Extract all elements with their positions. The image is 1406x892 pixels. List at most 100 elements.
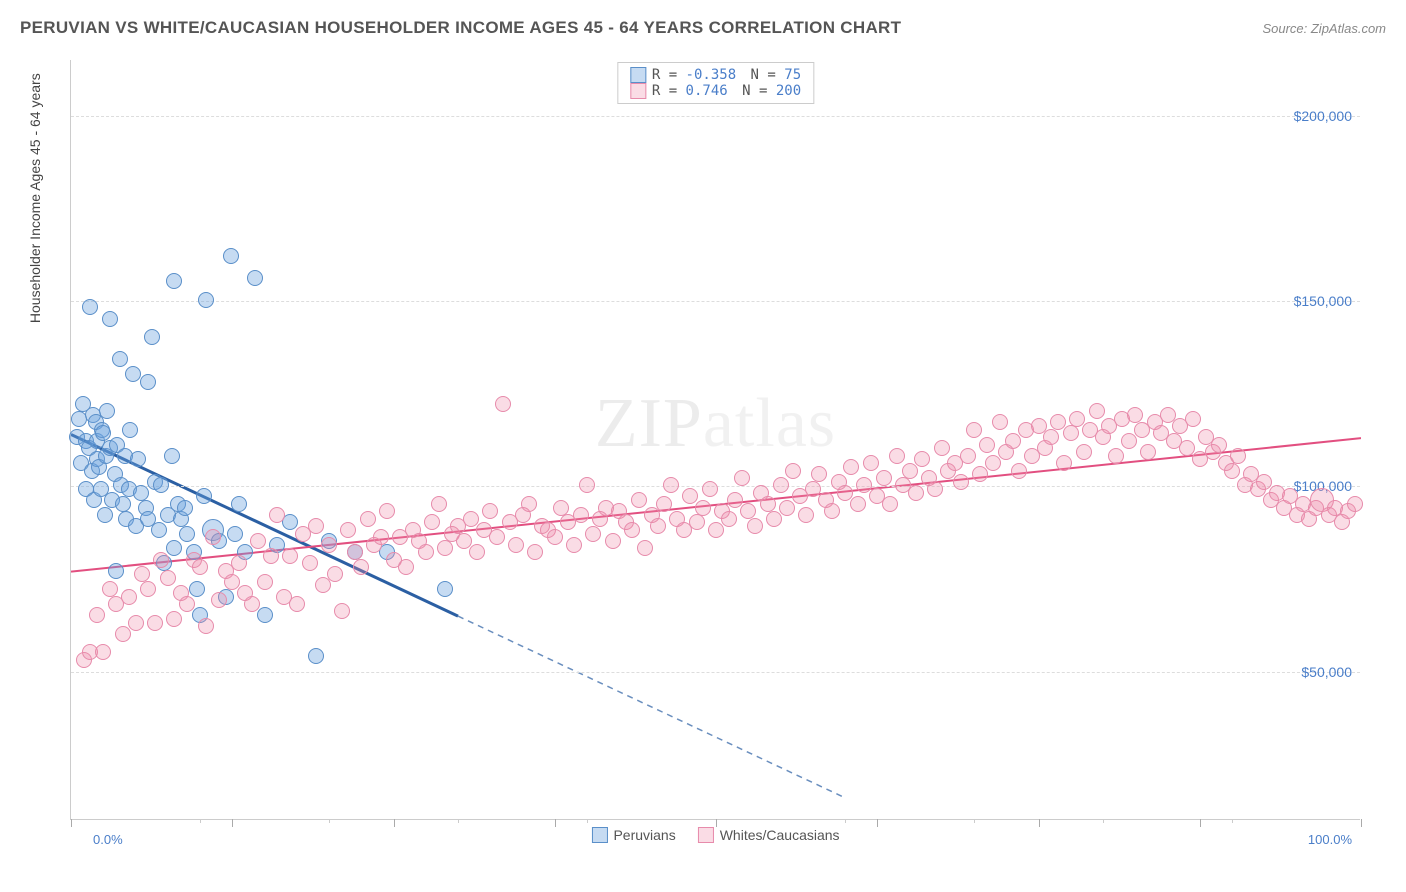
data-point-peruvians [227, 526, 243, 542]
x-tick [71, 819, 72, 827]
x-tick [1361, 819, 1362, 827]
data-point-whites [972, 466, 988, 482]
legend-correlation-row: R = 0.746 N = 200 [630, 83, 801, 99]
data-point-whites [1211, 437, 1227, 453]
x-tick [1039, 819, 1040, 827]
data-point-whites [140, 581, 156, 597]
series-legend: Peruvians Whites/Caucasians [591, 827, 839, 843]
legend-n: N = 200 [734, 83, 801, 99]
data-point-whites [663, 477, 679, 493]
data-point-whites [689, 514, 705, 530]
legend-r: R = -0.358 [652, 67, 736, 83]
x-tick [1200, 819, 1201, 827]
legend-series-item: Peruvians [591, 827, 675, 843]
legend-swatch [630, 67, 646, 83]
x-tick [200, 819, 201, 823]
data-point-whites [269, 507, 285, 523]
data-point-whites [211, 592, 227, 608]
data-point-whites [321, 537, 337, 553]
data-point-whites [1005, 433, 1021, 449]
data-point-whites [373, 529, 389, 545]
data-point-whites [934, 440, 950, 456]
data-point-whites [315, 577, 331, 593]
x-tick [458, 819, 459, 823]
data-point-whites [89, 607, 105, 623]
data-point-whites [508, 537, 524, 553]
data-point-peruvians [164, 448, 180, 464]
data-point-peruvians [125, 366, 141, 382]
data-point-whites [115, 626, 131, 642]
data-point-peruvians [231, 496, 247, 512]
data-point-whites [1011, 463, 1027, 479]
data-point-peruvians [140, 374, 156, 390]
data-point-whites [527, 544, 543, 560]
data-point-whites [263, 548, 279, 564]
data-point-whites [340, 522, 356, 538]
correlation-legend: R = -0.358 N = 75R = 0.746 N = 200 [617, 62, 814, 104]
data-point-peruvians [97, 507, 113, 523]
data-point-whites [431, 496, 447, 512]
data-point-whites [257, 574, 273, 590]
data-point-whites [566, 537, 582, 553]
data-point-peruvians [179, 526, 195, 542]
legend-r: R = 0.746 [652, 83, 728, 99]
legend-swatch [698, 827, 714, 843]
legend-swatch [630, 83, 646, 99]
data-point-whites [482, 503, 498, 519]
data-point-peruvians [223, 248, 239, 264]
data-point-whites [379, 503, 395, 519]
data-point-whites [521, 496, 537, 512]
x-tick [555, 819, 556, 827]
data-point-whites [811, 466, 827, 482]
data-point-whites [231, 555, 247, 571]
data-point-whites [134, 566, 150, 582]
data-point-peruvians [82, 299, 98, 315]
data-point-whites [289, 596, 305, 612]
data-point-whites [605, 533, 621, 549]
x-tick [329, 819, 330, 823]
x-tick [1103, 819, 1104, 823]
data-point-whites [1076, 444, 1092, 460]
data-point-whites [1230, 448, 1246, 464]
data-point-whites [102, 581, 118, 597]
x-tick [716, 819, 717, 827]
data-point-whites [773, 477, 789, 493]
data-point-whites [128, 615, 144, 631]
data-point-whites [153, 552, 169, 568]
data-point-whites [702, 481, 718, 497]
legend-n: N = 75 [742, 67, 801, 83]
watermark: ZIPatlas [595, 384, 836, 464]
data-point-peruvians [102, 311, 118, 327]
data-point-peruvians [196, 488, 212, 504]
legend-series-item: Whites/Caucasians [698, 827, 840, 843]
data-point-whites [650, 518, 666, 534]
data-point-whites [334, 603, 350, 619]
data-point-whites [192, 559, 208, 575]
data-point-whites [850, 496, 866, 512]
data-point-whites [179, 596, 195, 612]
data-point-whites [1224, 463, 1240, 479]
data-point-whites [631, 492, 647, 508]
data-point-whites [1108, 448, 1124, 464]
data-point-whites [282, 548, 298, 564]
data-point-whites [708, 522, 724, 538]
data-point-whites [1127, 407, 1143, 423]
data-point-whites [205, 529, 221, 545]
data-point-whites [585, 526, 601, 542]
data-point-whites [637, 540, 653, 556]
gridline [71, 672, 1360, 673]
data-point-whites [960, 448, 976, 464]
data-point-whites [785, 463, 801, 479]
x-tick [587, 819, 588, 823]
data-point-whites [656, 496, 672, 512]
data-point-whites [914, 451, 930, 467]
data-point-whites [579, 477, 595, 493]
y-tick-label: $150,000 [1294, 293, 1352, 309]
data-point-whites [908, 485, 924, 501]
data-point-whites [489, 529, 505, 545]
data-point-whites [1185, 411, 1201, 427]
data-point-whites [1043, 429, 1059, 445]
data-point-whites [1347, 496, 1363, 512]
x-tick [974, 819, 975, 823]
data-point-peruvians [144, 329, 160, 345]
